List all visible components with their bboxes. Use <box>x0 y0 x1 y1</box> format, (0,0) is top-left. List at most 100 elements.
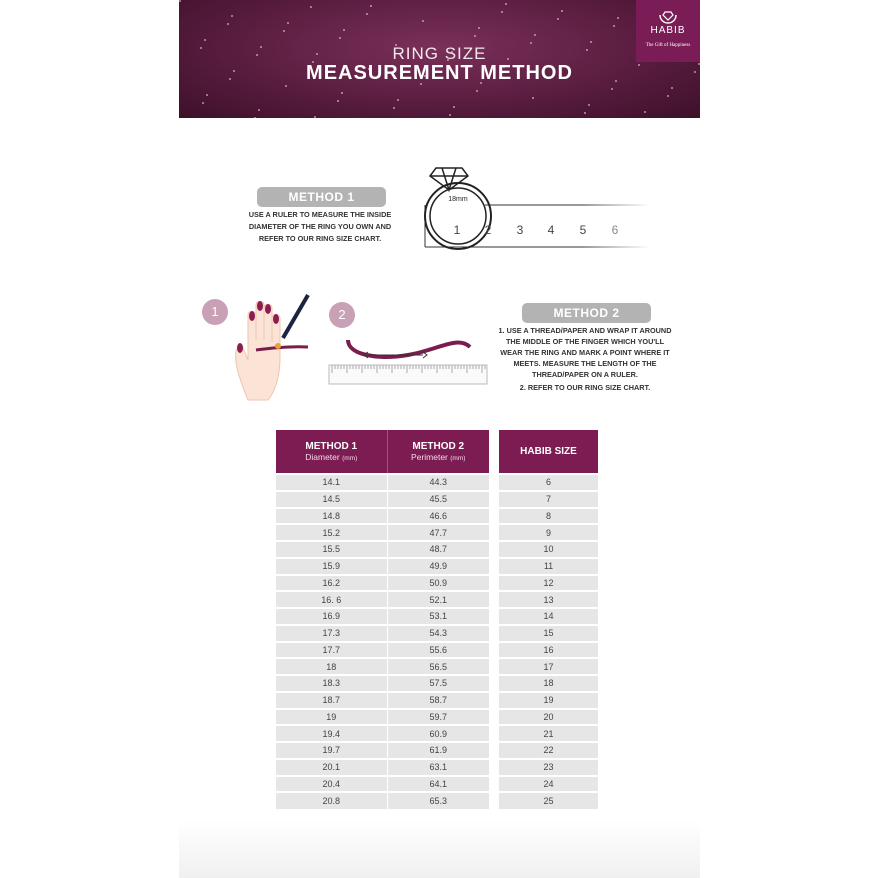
table-row: 20.1 63.1 <box>276 757 489 776</box>
star <box>364 76 366 78</box>
habib-logo: HABIB The Gift of Happiness <box>636 0 700 62</box>
perimeter-cell: 54.3 <box>387 623 489 642</box>
star <box>206 94 208 96</box>
star <box>368 68 370 70</box>
table-row: 19 <box>499 690 598 709</box>
habib-size-cell: 12 <box>499 573 598 592</box>
table-row: 18 56.5 <box>276 657 489 675</box>
habib-size-cell: 9 <box>499 523 598 541</box>
habib-size-cell: 23 <box>499 757 598 776</box>
perimeter-cell: 64.1 <box>387 774 489 793</box>
star <box>671 87 673 89</box>
diameter-cell: 19.7 <box>276 741 388 759</box>
habib-size-cell: 24 <box>499 774 598 793</box>
perimeter-cell: 52.1 <box>387 590 489 608</box>
star <box>229 78 231 80</box>
header-habib-size: HABIB SIZE <box>499 430 598 474</box>
diameter-cell: 20.1 <box>276 757 388 776</box>
star <box>343 29 345 31</box>
perimeter-cell: 47.7 <box>387 523 489 541</box>
habib-size-cell: 14 <box>499 607 598 625</box>
perimeter-cell: 65.3 <box>387 791 489 809</box>
star <box>588 104 590 106</box>
star <box>370 5 372 7</box>
star <box>393 107 395 109</box>
table-row: 17.7 55.6 <box>276 640 489 659</box>
table-row: 13 <box>499 590 598 608</box>
header-banner: RING SIZE MEASUREMENT METHOD <box>179 0 700 118</box>
desc-line: 2. REFER TO OUR RING SIZE CHART. <box>519 383 651 392</box>
table-row: 8 <box>499 506 598 525</box>
desc-line: 1. USE A THREAD/PAPER AND WRAP IT AROUND <box>498 326 672 335</box>
star <box>559 73 561 75</box>
table-row: 17.3 54.3 <box>276 623 489 642</box>
desc-line: REFER TO OUR RING SIZE CHART. <box>258 234 382 243</box>
perimeter-cell: 45.5 <box>387 489 489 508</box>
page-title: MEASUREMENT METHOD <box>306 62 573 84</box>
diameter-cell: 17.3 <box>276 623 388 642</box>
habib-size-cell: 20 <box>499 707 598 726</box>
habib-size-cell: 11 <box>499 556 598 575</box>
star <box>615 80 617 82</box>
star <box>451 51 453 53</box>
habib-size-cell: 22 <box>499 741 598 759</box>
star <box>395 44 397 46</box>
diameter-cell: 16. 6 <box>276 590 388 608</box>
table-row: 24 <box>499 774 598 793</box>
header-method-1: METHOD 1 Diameter (mm) <box>276 430 388 474</box>
hands-diamond-icon <box>659 11 677 24</box>
desc-line: WEAR THE RING AND MARK A POINT WHERE IT <box>500 348 670 357</box>
ring-outline <box>424 182 492 250</box>
star <box>584 112 586 114</box>
pen-icon <box>281 293 310 340</box>
table-row: 25 <box>499 791 598 809</box>
star <box>534 34 536 36</box>
ruler-number: 3 <box>517 223 524 237</box>
star <box>312 61 314 63</box>
perimeter-cell: 55.6 <box>387 640 489 659</box>
star <box>254 117 256 118</box>
table-row: 15.9 49.9 <box>276 556 489 575</box>
table-row: 14.1 44.3 <box>276 473 489 491</box>
table-row: 10 <box>499 540 598 558</box>
star <box>667 95 669 97</box>
habib-size-cell: 19 <box>499 690 598 709</box>
diameter-cell: 17.7 <box>276 640 388 659</box>
star <box>341 92 343 94</box>
perimeter-cell: 58.7 <box>387 690 489 709</box>
habib-size-cell: 16 <box>499 640 598 659</box>
diameter-cell: 18 <box>276 657 388 675</box>
star <box>638 64 640 66</box>
habib-size-cell: 17 <box>499 657 598 675</box>
perimeter-cell: 56.5 <box>387 657 489 675</box>
habib-size-cell: 6 <box>499 473 598 491</box>
star <box>256 54 258 56</box>
desc-line: USE A RULER TO MEASURE THE INSIDE <box>248 210 392 219</box>
method-2-description: 1. USE A THREAD/PAPER AND WRAP IT AROUND… <box>485 325 685 393</box>
star <box>422 20 424 22</box>
perimeter-cell: 57.5 <box>387 674 489 692</box>
star <box>698 63 700 65</box>
title-line-1: RING SIZE <box>392 44 487 63</box>
star <box>233 70 235 72</box>
star <box>420 83 422 85</box>
logo-name: HABIB <box>650 25 686 36</box>
star <box>530 42 532 44</box>
perimeter-cell: 53.1 <box>387 607 489 625</box>
star <box>285 85 287 87</box>
star <box>339 37 341 39</box>
perimeter-cell: 48.7 <box>387 540 489 558</box>
table-row: 15.2 47.7 <box>276 523 489 541</box>
table-row: 22 <box>499 741 598 759</box>
star <box>204 39 206 41</box>
habib-size-cell: 8 <box>499 506 598 525</box>
table-row: 14 <box>499 607 598 625</box>
diameter-cell: 20.8 <box>276 791 388 809</box>
star <box>337 100 339 102</box>
table-row: 14.5 45.5 <box>276 489 489 508</box>
ruler-number: 4 <box>548 223 555 237</box>
desc-line: DIAMETER OF THE RING YOU OWN AND <box>248 222 392 231</box>
star <box>476 90 478 92</box>
star <box>287 22 289 24</box>
diameter-cell: 19.4 <box>276 724 388 742</box>
